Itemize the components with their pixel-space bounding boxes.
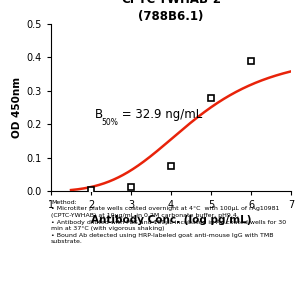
Title: CPTC-YWHAB-2
(788B6.1): CPTC-YWHAB-2 (788B6.1) bbox=[121, 0, 221, 23]
Text: Method:
• Microtiter plate wells coated overnight at 4°C  with 100μL of rAg10981: Method: • Microtiter plate wells coated … bbox=[51, 200, 286, 244]
Text: = 32.9 ng/mL: = 32.9 ng/mL bbox=[118, 108, 202, 121]
Text: 50%: 50% bbox=[101, 118, 118, 127]
X-axis label: Antibody Conc. (log pg/mL): Antibody Conc. (log pg/mL) bbox=[91, 214, 251, 225]
Y-axis label: OD 450nm: OD 450nm bbox=[12, 77, 22, 138]
Text: B: B bbox=[95, 108, 103, 121]
